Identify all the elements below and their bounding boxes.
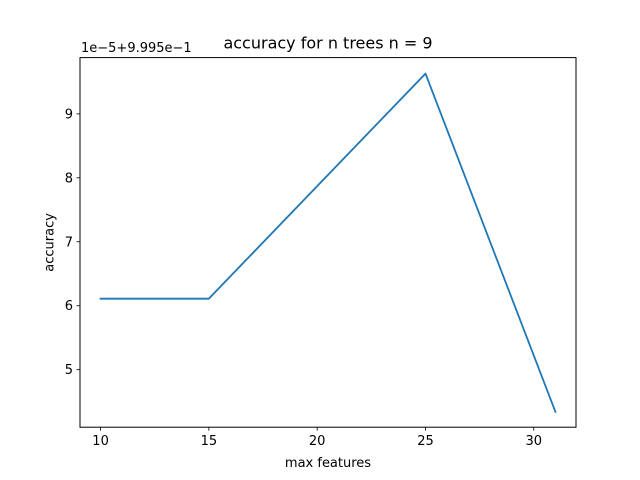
y-tick-label: 9 (65, 107, 73, 122)
series-line (99, 72, 557, 414)
y-axis-label: accuracy (43, 213, 58, 272)
x-tick-label: 30 (525, 434, 542, 449)
y-tick-label: 7 (65, 235, 73, 250)
y-tick-label: 6 (65, 299, 73, 314)
y-axis-offset-label: 1e−5+9.995e−1 (81, 41, 192, 56)
x-axis-label: max features (285, 456, 371, 471)
y-tick-label: 8 (65, 171, 73, 186)
y-tick-label: 5 (65, 363, 73, 378)
x-tick-label: 25 (417, 434, 434, 449)
x-tick-label: 10 (92, 434, 109, 449)
chart-title: accuracy for n trees n = 9 (223, 34, 432, 53)
x-tick-label: 20 (309, 434, 326, 449)
x-tick-label: 15 (201, 434, 218, 449)
axes-frame (79, 57, 577, 428)
plot-area: 10 15 20 25 30 5 6 7 8 9 (65, 72, 557, 449)
